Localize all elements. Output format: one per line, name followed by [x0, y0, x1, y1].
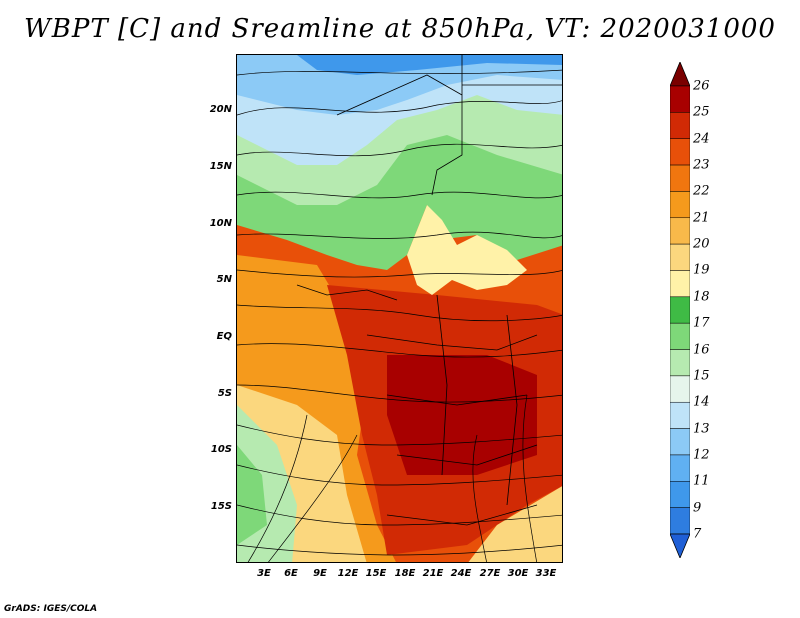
- lat-label-10n: 10N: [209, 218, 232, 229]
- colorbar-top-arrow: [670, 62, 690, 87]
- colorbar-label: 21: [693, 210, 710, 226]
- lon-label-12e: 12E: [337, 568, 359, 579]
- map-panel: [236, 54, 563, 563]
- yellow-tongue-region: [407, 205, 527, 295]
- colorbar-label: 9: [693, 500, 702, 516]
- colorbar-swatch: [670, 112, 690, 139]
- colorbar-swatch: [670, 191, 690, 219]
- lon-label-9e: 9E: [313, 568, 327, 579]
- colorbar-swatch: [670, 243, 690, 271]
- lat-label-5n: 5N: [216, 274, 232, 285]
- lon-label-6e: 6E: [284, 568, 298, 579]
- colorbar-swatch: [670, 164, 690, 192]
- colorbar-swatch: [670, 507, 690, 535]
- country-borders: [296, 55, 562, 526]
- streamlines: [237, 69, 562, 562]
- chart-title: WBPT [C] and Sreamline at 850hPa, VT: 20…: [24, 14, 776, 44]
- colorbar-swatch: [670, 217, 690, 245]
- colorbar-swatch: [670, 454, 690, 482]
- colorbar-label: 26: [693, 78, 710, 94]
- colorbar-label: 16: [693, 342, 710, 358]
- lon-label-21e: 21E: [422, 568, 444, 579]
- lat-label-20n: 20N: [209, 104, 232, 115]
- colorbar-label: 12: [693, 447, 710, 463]
- lon-label-33e: 33E: [535, 568, 557, 579]
- colorbar-label: 24: [693, 131, 710, 147]
- colorbar-swatch: [670, 375, 690, 403]
- colorbar-swatch: [670, 138, 690, 166]
- colorbar-swatch: [670, 428, 690, 456]
- colorbar-swatch: [670, 85, 690, 113]
- colorbar-label: 13: [693, 421, 710, 437]
- colorbar-swatch: [670, 296, 690, 324]
- colorbar-swatch: [670, 349, 690, 377]
- lon-label-3e: 3E: [257, 568, 271, 579]
- colorbar-label: 23: [693, 157, 710, 173]
- colorbar-label: 14: [693, 394, 710, 410]
- lon-label-18e: 18E: [394, 568, 416, 579]
- lon-label-15e: 15E: [365, 568, 387, 579]
- colorbar-swatch: [670, 401, 690, 429]
- north-darkblue-region: [297, 55, 562, 75]
- colorbar-label: 22: [693, 183, 710, 199]
- lat-label-5s: 5S: [217, 388, 232, 399]
- colorbar-label: 25: [693, 104, 710, 120]
- colorbar-label: 19: [693, 262, 710, 278]
- colorbar-label: 15: [693, 368, 710, 384]
- wbpt-field: [237, 55, 562, 562]
- colorbar-swatch: [670, 322, 690, 350]
- lon-label-24e: 24E: [450, 568, 472, 579]
- lon-label-30e: 30E: [507, 568, 529, 579]
- colorbar-label: 17: [693, 315, 710, 331]
- grads-credit: GrADS: IGES/COLA: [4, 604, 98, 614]
- colorbar-label: 7: [693, 526, 702, 542]
- lat-label-eq: EQ: [216, 331, 232, 342]
- southwest-darkgreen-region: [237, 445, 267, 545]
- lat-label-15s: 15S: [210, 501, 232, 512]
- colorbar-label: 18: [693, 289, 710, 305]
- core-darkred-region: [387, 355, 537, 475]
- colorbar: [670, 62, 690, 558]
- lon-label-27e: 27E: [479, 568, 501, 579]
- lat-label-10s: 10S: [210, 444, 232, 455]
- colorbar-label: 20: [693, 236, 710, 252]
- colorbar-bottom-arrow: [670, 533, 690, 558]
- lat-label-15n: 15N: [209, 161, 232, 172]
- colorbar-swatch: [670, 270, 690, 298]
- colorbar-swatch: [670, 481, 690, 508]
- southeast-yellow-region: [468, 486, 562, 562]
- colorbar-label: 11: [693, 473, 710, 489]
